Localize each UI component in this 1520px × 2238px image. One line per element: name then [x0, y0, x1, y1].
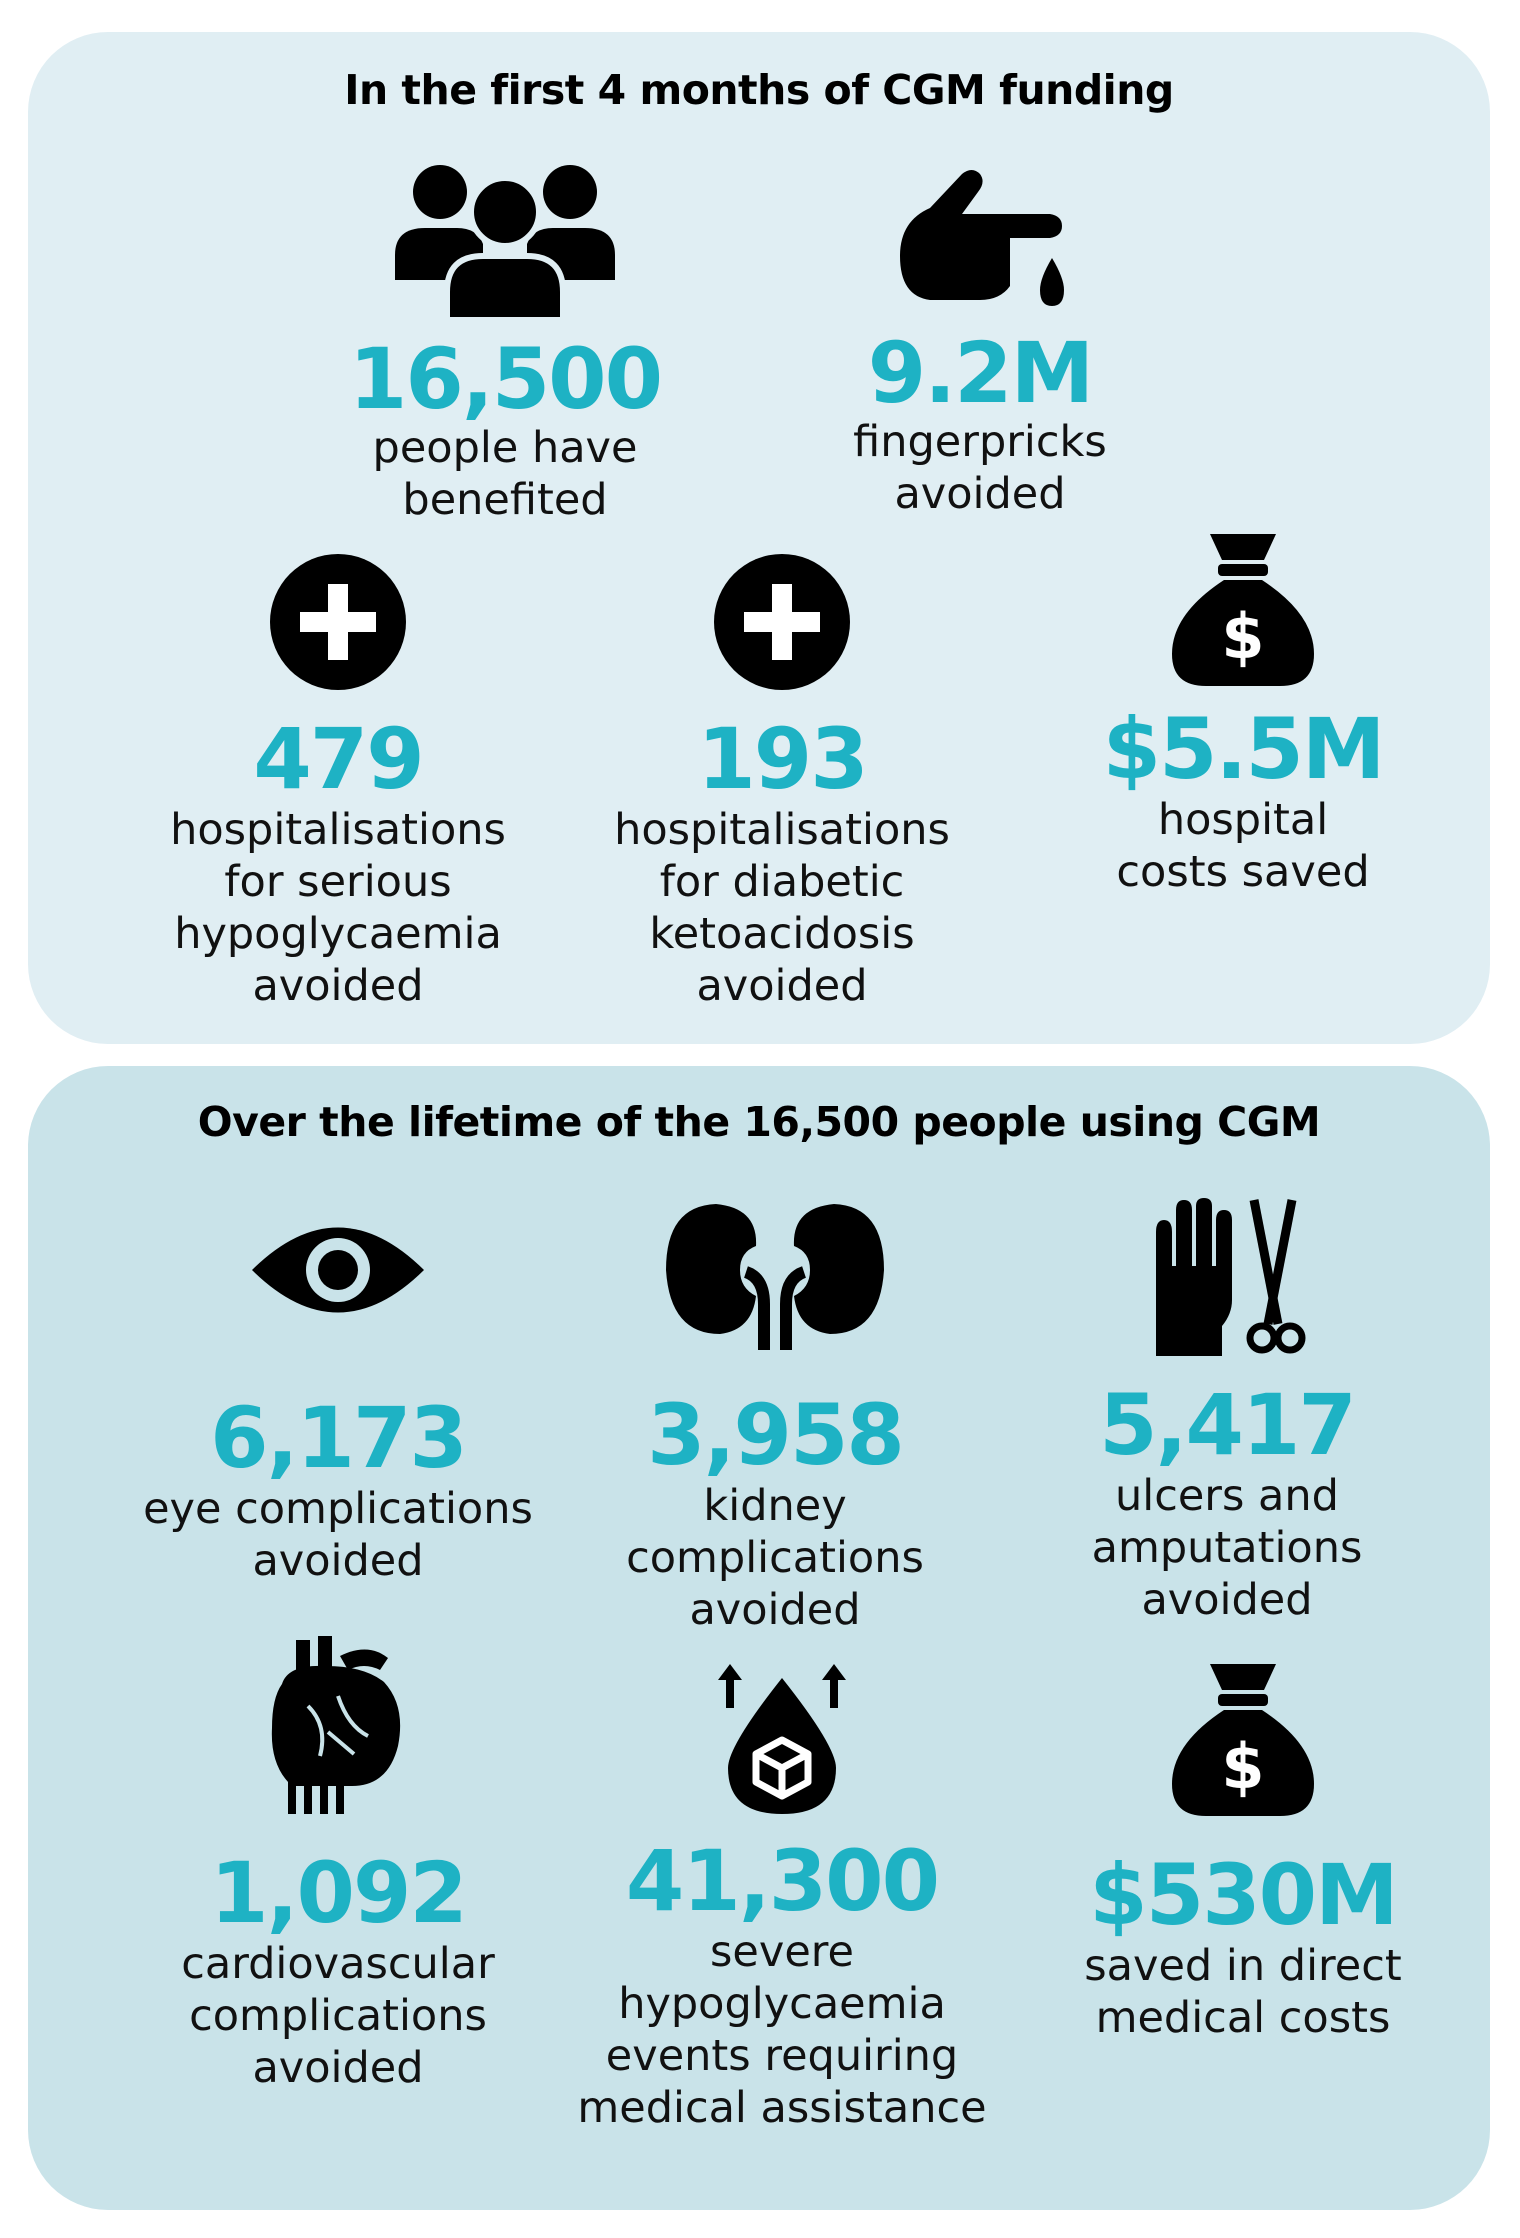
people-group-icon — [395, 165, 615, 320]
stat-eye-complications: 6,173 eye complications avoided — [128, 1205, 548, 1587]
eye-icon — [252, 1227, 424, 1313]
stat-ketoacidosis-hospitalisations: 193 hospitalisations for diabetic ketoac… — [572, 552, 992, 1012]
stat-label: people have benefited — [372, 423, 638, 525]
stat-label: hospital costs saved — [1116, 795, 1370, 897]
svg-text:$: $ — [1221, 1730, 1264, 1803]
section-heading: In the first 4 months of CGM funding — [344, 66, 1174, 114]
stat-value: $530M — [1089, 1846, 1398, 1944]
money-bag-icon: $ — [1172, 534, 1314, 686]
stat-label: ulcers and amputations avoided — [1091, 1471, 1363, 1625]
stat-label: cardiovascular complications avoided — [181, 1939, 495, 2093]
glucose-drop-icon — [718, 1664, 846, 1814]
stat-value: 5,417 — [1099, 1376, 1357, 1474]
stat-kidney-complications: 3,958 kidney complications avoided — [565, 1200, 985, 1636]
stat-label: eye complications avoided — [143, 1484, 533, 1586]
stat-hypoglycaemia-hospitalisations: 479 hospitalisations for serious hypogly… — [128, 552, 548, 1012]
stat-severe-hypoglycaemia-events: 41,300 severe hypoglycaemia events requi… — [572, 1664, 992, 2134]
stat-cardiovascular-complications: 1,092 cardiovascular complications avoid… — [128, 1636, 548, 2094]
fingerprick-icon — [900, 170, 1064, 306]
heart-icon — [271, 1636, 401, 1814]
stat-label: kidney complications avoided — [626, 1481, 924, 1635]
kidney-icon — [666, 1204, 884, 1350]
stat-value: 193 — [697, 710, 868, 808]
glove-scissors-icon — [1156, 1198, 1306, 1356]
svg-text:$: $ — [1221, 600, 1264, 673]
stat-value: 6,173 — [210, 1389, 468, 1487]
stat-label: hospitalisations for diabetic ketoacidos… — [614, 805, 950, 1011]
stat-fingerpricks: 9.2M fingerpricks avoided — [770, 166, 1190, 520]
stat-people-benefited: 16,500 people have benefited — [295, 160, 715, 526]
stat-label: fingerpricks avoided — [853, 417, 1107, 519]
stat-value: 41,300 — [625, 1832, 940, 1930]
stat-ulcers-amputations: 5,417 ulcers and amputations avoided — [1017, 1196, 1437, 1626]
section-heading: Over the lifetime of the 16,500 people u… — [197, 1098, 1321, 1146]
stat-value: 3,958 — [647, 1386, 905, 1484]
stat-label: saved in direct medical costs — [1084, 1941, 1402, 2043]
stat-label: hospitalisations for serious hypoglycaem… — [170, 805, 506, 1011]
money-bag-icon: $ — [1172, 1664, 1314, 1816]
medical-cross-icon — [714, 554, 850, 690]
stat-value: 9.2M — [867, 324, 1094, 422]
stat-value: 16,500 — [348, 330, 663, 428]
stat-value: 479 — [253, 710, 424, 808]
stat-value: 1,092 — [210, 1844, 468, 1942]
stat-label: severe hypoglycaemia events requiring me… — [577, 1927, 987, 2133]
medical-cross-icon — [270, 554, 406, 690]
stat-direct-medical-costs: $ $530M saved in direct medical costs — [1033, 1660, 1453, 2044]
stat-value: $5.5M — [1102, 700, 1386, 798]
stat-hospital-costs: $ $5.5M hospital costs saved — [1033, 530, 1453, 898]
